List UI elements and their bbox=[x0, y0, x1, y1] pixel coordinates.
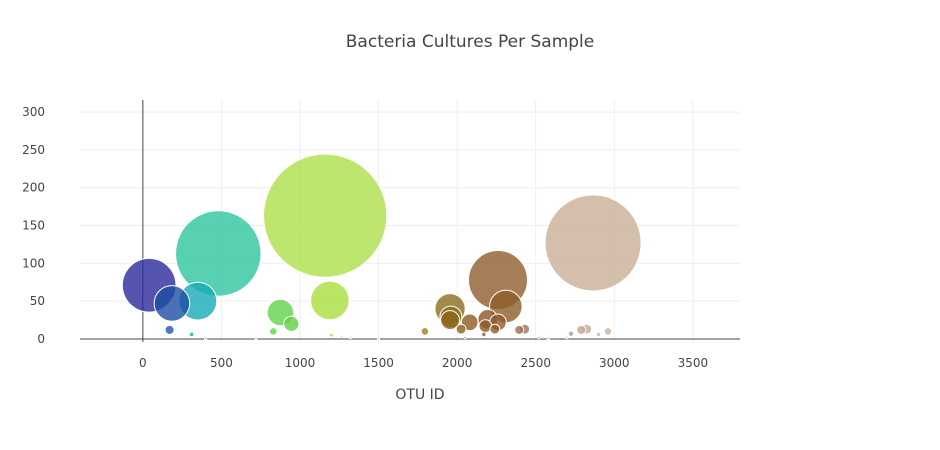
bubble-marker bbox=[329, 332, 334, 338]
bubble-marker bbox=[420, 327, 430, 336]
x-tick-label: 1000 bbox=[285, 356, 316, 370]
bubble-marker bbox=[310, 280, 350, 321]
bubble-marker bbox=[153, 285, 191, 322]
bubble-marker bbox=[455, 323, 467, 335]
y-tick-label: 300 bbox=[22, 105, 45, 119]
y-tick-label: 100 bbox=[22, 256, 45, 270]
y-tick-label: 0 bbox=[37, 332, 45, 346]
x-axis-title: OTU ID bbox=[395, 387, 445, 403]
bubble-marker bbox=[339, 335, 344, 339]
bubble-marker bbox=[175, 210, 262, 297]
bubble-marker bbox=[546, 336, 550, 340]
x-tick-label: 3000 bbox=[599, 356, 630, 370]
y-tick-label: 250 bbox=[22, 143, 45, 157]
chart-title: Bacteria Cultures Per Sample bbox=[345, 32, 595, 52]
bubble-marker bbox=[481, 331, 487, 338]
bubble-marker bbox=[576, 324, 587, 335]
bubble-marker bbox=[348, 335, 352, 340]
bubble-marker bbox=[269, 327, 278, 336]
bubble-marker bbox=[254, 336, 258, 340]
bubble-marker bbox=[537, 335, 541, 340]
x-tick-label: 500 bbox=[210, 356, 233, 370]
x-tick-label: 0 bbox=[139, 356, 147, 370]
bubble-marker bbox=[693, 333, 699, 338]
bubble-marker bbox=[514, 324, 525, 335]
bubble-marker bbox=[440, 310, 461, 331]
bubble-marker bbox=[489, 323, 501, 335]
y-tick-label: 150 bbox=[22, 219, 45, 233]
bubble-marker bbox=[204, 336, 208, 340]
bubble-marker bbox=[188, 331, 195, 338]
x-tick-label: 1500 bbox=[363, 356, 394, 370]
bubble-marker bbox=[595, 331, 602, 338]
y-tick-label: 200 bbox=[22, 181, 45, 195]
bubble-marker bbox=[565, 335, 569, 340]
bubble-marker bbox=[463, 335, 467, 340]
bubble-marker bbox=[567, 330, 575, 337]
bubble-marker bbox=[164, 324, 175, 335]
x-tick-label: 3500 bbox=[678, 356, 709, 370]
bubble-marker bbox=[283, 315, 300, 332]
bubble-marker bbox=[544, 194, 642, 292]
x-tick-label: 2500 bbox=[520, 356, 551, 370]
x-tick-label: 2000 bbox=[442, 356, 473, 370]
bubble-marker bbox=[376, 336, 381, 340]
y-tick-label: 50 bbox=[30, 294, 45, 308]
bubble-marker bbox=[263, 153, 388, 278]
bubble-marker bbox=[603, 327, 613, 336]
